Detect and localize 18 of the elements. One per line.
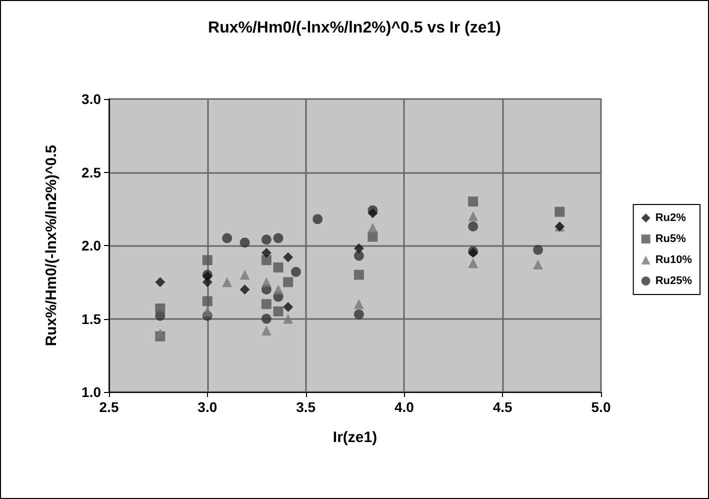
x-axis-title: Ir(ze1) <box>332 429 378 446</box>
y-tick-label: 1.0 <box>82 384 102 400</box>
y-tick-label: 3.0 <box>82 91 102 107</box>
legend-label: Ru10% <box>655 254 692 266</box>
x-tick-label: 4.5 <box>492 399 513 415</box>
legend-label: Ru2% <box>655 212 686 224</box>
legend-label: Ru5% <box>655 233 686 245</box>
y-tick-label: 1.5 <box>82 310 102 327</box>
y-tick-label: 2.5 <box>82 164 102 180</box>
y-axis-title: Rux%/Hm0/(-lnx%/ln2%)^0.5 <box>43 144 60 346</box>
y-tick-label: 2.0 <box>82 238 102 254</box>
x-tick-label: 4.0 <box>394 399 414 415</box>
x-tick-label: 5.0 <box>591 399 611 415</box>
chart-title: Rux%/Hm0/(-lnx%/ln2%)^0.5 vs Ir (ze1) <box>208 20 501 36</box>
x-tick-label: 3.5 <box>296 399 316 415</box>
x-tick-label: 3.0 <box>198 399 218 415</box>
legend-label: Ru25% <box>655 275 692 287</box>
x-tick-label: 2.5 <box>99 399 119 415</box>
